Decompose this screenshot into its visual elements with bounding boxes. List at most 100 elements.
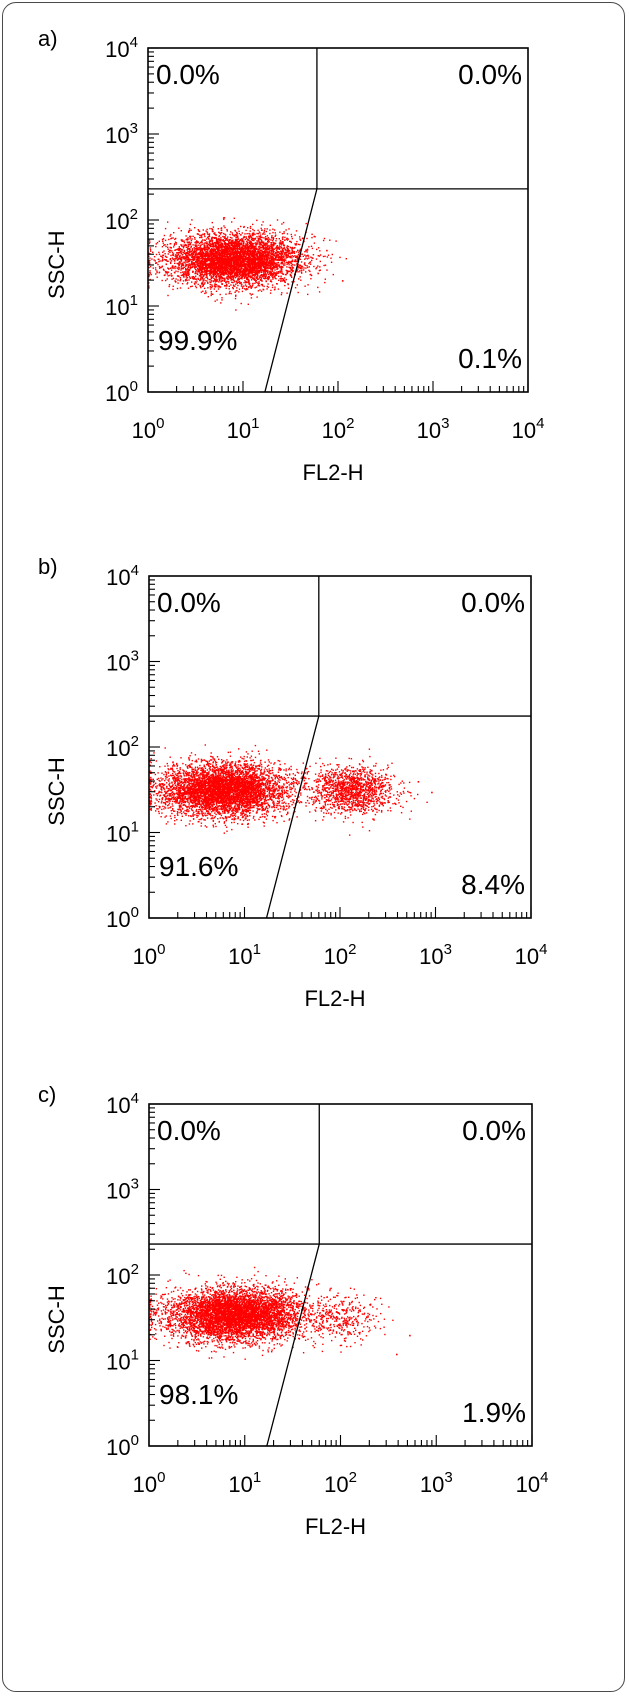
data-point — [266, 249, 267, 250]
data-point — [303, 267, 304, 268]
data-point — [187, 268, 188, 269]
data-point — [180, 287, 181, 288]
data-point — [150, 251, 151, 252]
data-point — [255, 247, 256, 248]
data-point — [234, 292, 235, 293]
data-point — [213, 280, 214, 281]
data-point — [214, 248, 215, 249]
data-point — [199, 235, 200, 236]
data-point — [227, 236, 228, 237]
data-point — [193, 252, 194, 253]
data-point — [245, 289, 246, 290]
data-point — [305, 271, 306, 272]
data-point — [246, 288, 247, 289]
data-point — [170, 262, 171, 263]
data-point — [181, 275, 182, 276]
data-point — [286, 238, 287, 239]
data-point — [270, 261, 271, 262]
data-point — [250, 226, 251, 227]
data-point — [211, 280, 212, 281]
data-point — [232, 243, 233, 244]
data-point — [224, 217, 225, 218]
data-point — [204, 245, 205, 246]
data-point — [211, 252, 212, 253]
data-point — [303, 269, 304, 270]
data-point — [222, 277, 223, 278]
data-point — [281, 292, 282, 293]
data-point — [244, 233, 245, 234]
data-point — [263, 248, 264, 249]
data-point — [263, 265, 264, 266]
data-point — [265, 238, 266, 239]
data-point — [193, 256, 194, 257]
data-point — [210, 243, 211, 244]
data-point — [204, 234, 205, 235]
data-point — [298, 278, 299, 279]
data-point — [164, 253, 165, 254]
data-point — [291, 236, 292, 237]
data-point — [231, 237, 232, 238]
data-point — [185, 280, 186, 281]
data-point — [271, 258, 272, 259]
data-point — [278, 280, 279, 281]
data-point — [244, 271, 245, 272]
data-point — [287, 273, 288, 274]
data-point — [279, 257, 280, 258]
data-point — [262, 257, 263, 258]
data-point — [212, 229, 213, 230]
data-point — [188, 244, 189, 245]
data-point — [224, 243, 225, 244]
data-point — [253, 238, 254, 239]
data-point — [239, 269, 240, 270]
data-point — [252, 247, 253, 248]
data-point — [304, 262, 305, 263]
data-point — [324, 282, 325, 283]
data-point — [248, 273, 249, 274]
data-point — [229, 258, 230, 259]
data-point — [265, 253, 266, 254]
data-point — [339, 257, 340, 258]
data-point — [187, 249, 188, 250]
data-point — [241, 242, 242, 243]
data-point — [264, 228, 265, 229]
data-point — [209, 271, 210, 272]
data-point — [271, 237, 272, 238]
data-point — [243, 272, 244, 273]
data-point — [256, 240, 257, 241]
data-point — [256, 282, 257, 283]
data-point — [263, 251, 264, 252]
data-point — [260, 265, 261, 266]
data-point — [270, 279, 271, 280]
data-point — [247, 244, 248, 245]
data-point — [172, 252, 173, 253]
data-point — [253, 243, 254, 244]
data-point — [183, 268, 184, 269]
data-point — [284, 237, 285, 238]
data-point — [243, 227, 244, 228]
data-point — [231, 272, 232, 273]
data-point — [220, 302, 221, 303]
data-point — [237, 257, 238, 258]
data-point — [267, 241, 268, 242]
data-point — [308, 263, 309, 264]
data-point — [197, 259, 198, 260]
data-point — [239, 233, 240, 234]
data-point — [211, 291, 212, 292]
data-point — [188, 273, 189, 274]
data-point — [335, 240, 336, 241]
data-point — [194, 227, 195, 228]
data-point — [287, 233, 288, 234]
data-point — [181, 245, 182, 246]
data-point — [209, 228, 210, 229]
data-point — [221, 283, 222, 284]
data-point — [272, 284, 273, 285]
data-point — [183, 265, 184, 266]
data-point — [285, 252, 286, 253]
data-point — [204, 260, 205, 261]
data-point — [202, 256, 203, 257]
data-point — [213, 258, 214, 259]
data-point — [179, 248, 180, 249]
data-point — [267, 249, 268, 250]
data-point — [273, 238, 274, 239]
data-point — [228, 242, 229, 243]
